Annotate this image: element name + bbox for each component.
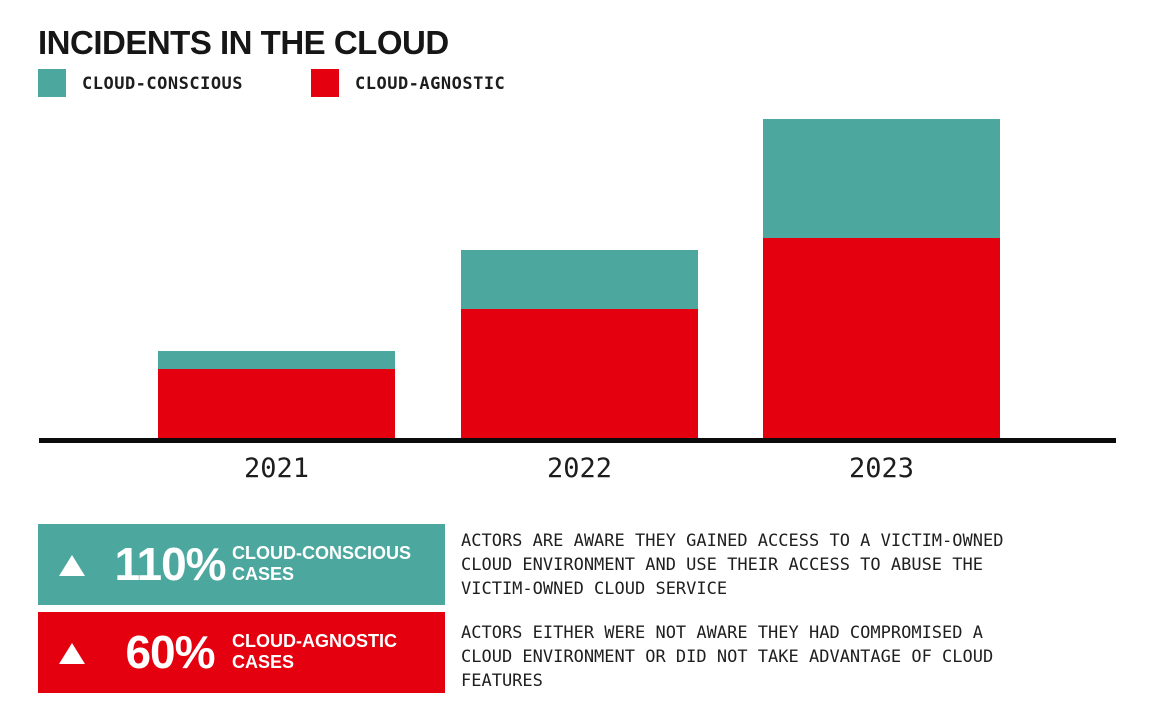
bar-segment-2023-cloud-conscious <box>763 119 1000 238</box>
legend-label-cloud-agnostic: CLOUD-AGNOSTIC <box>355 74 506 94</box>
up-triangle-icon <box>59 555 85 576</box>
x-axis-label-2022: 2022 <box>546 453 613 484</box>
cloud-conscious-percent: 110% <box>114 538 226 590</box>
cloud-conscious-label: CLOUD-CONSCIOUS CASES <box>232 543 411 584</box>
bar-segment-2021-cloud-conscious <box>158 351 395 369</box>
cloud-agnostic-label: CLOUD-AGNOSTIC CASES <box>232 631 397 672</box>
cloud-conscious-description: ACTORS ARE AWARE THEY GAINED ACCESS TO A… <box>461 531 1004 599</box>
legend-swatch-cloud-conscious-icon <box>38 69 66 97</box>
x-axis-line <box>39 438 1116 443</box>
x-axis-label-2023: 2023 <box>848 453 915 484</box>
x-axis-label-2021: 2021 <box>243 453 310 484</box>
cloud-agnostic-percent: 60% <box>125 626 215 678</box>
legend-label-cloud-conscious: CLOUD-CONSCIOUS <box>82 74 244 94</box>
bar-segment-2022-cloud-agnostic <box>461 309 698 438</box>
chart-title: INCIDENTS IN THE CLOUD <box>38 24 449 61</box>
bar-chart <box>158 119 1000 438</box>
bar-segment-2021-cloud-agnostic <box>158 369 395 438</box>
cloud-agnostic-description: ACTORS EITHER WERE NOT AWARE THEY HAD CO… <box>461 623 994 691</box>
callout-cloud-conscious: 110% CLOUD-CONSCIOUS CASES <box>38 524 445 605</box>
up-triangle-icon <box>59 643 85 664</box>
legend-swatch-cloud-agnostic-icon <box>311 69 339 97</box>
bar-segment-2023-cloud-agnostic <box>763 238 1000 438</box>
bar-segment-2022-cloud-conscious <box>461 250 698 309</box>
callout-cloud-agnostic: 60% CLOUD-AGNOSTIC CASES <box>38 612 445 693</box>
